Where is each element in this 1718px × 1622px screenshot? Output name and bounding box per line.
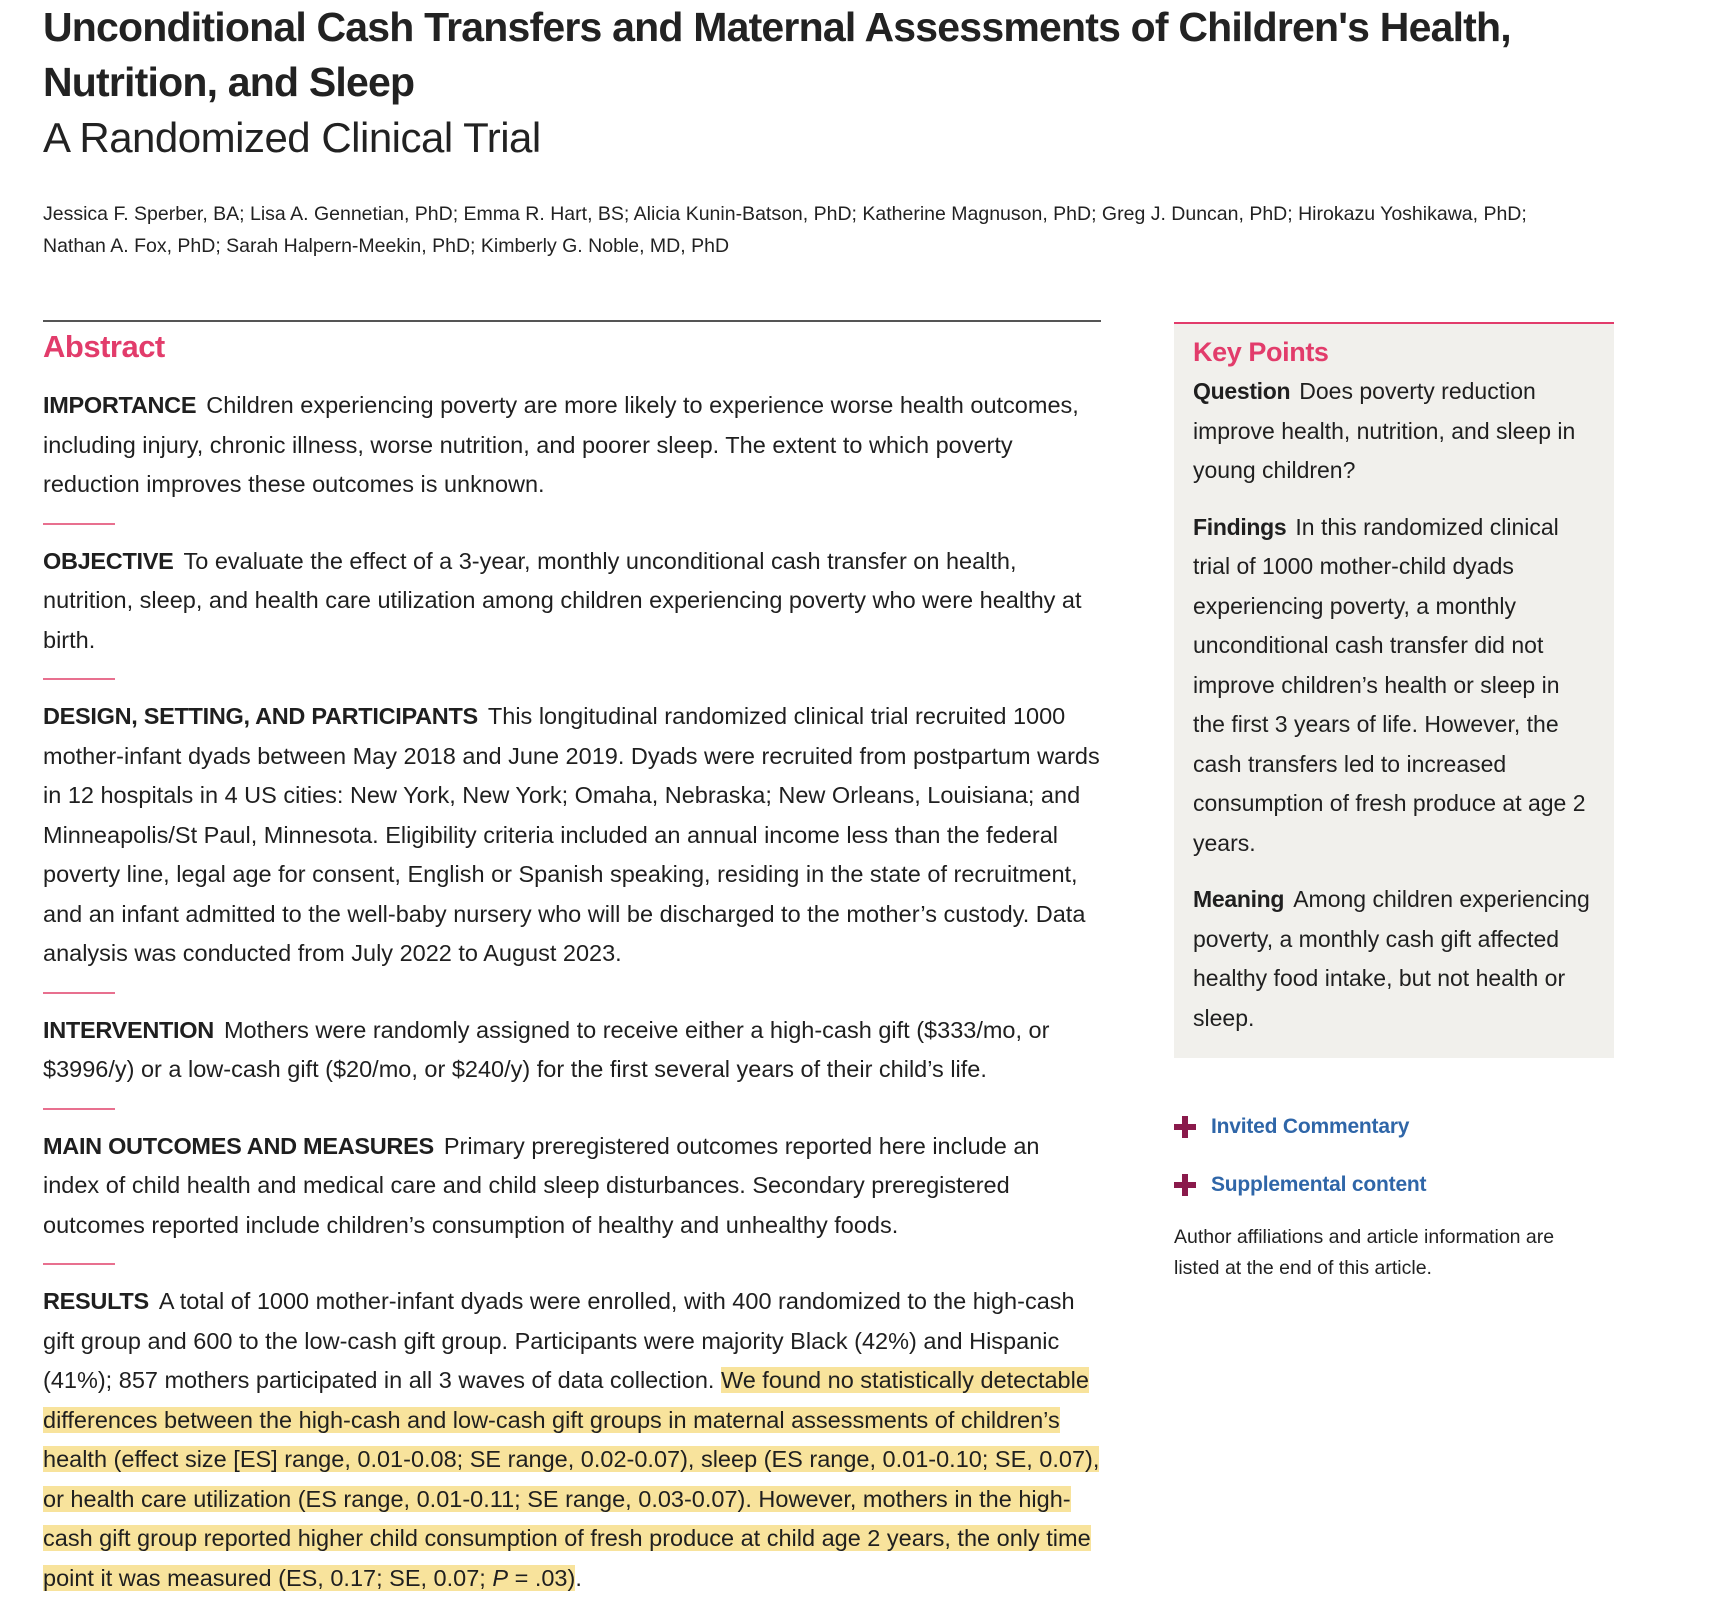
section-separator [43,678,115,680]
key-point-label: Findings [1193,513,1287,540]
highlighted-passage: We found no statistically detectable dif… [43,1367,1100,1591]
p-value: = .03) [508,1564,576,1591]
section-label: IMPORTANCE [43,392,197,418]
author-list: Jessica F. Sperber, BA; Lisa A. Gennetia… [43,198,1603,262]
article-header: Unconditional Cash Transfers and Materna… [43,0,1603,262]
section-label: MAIN OUTCOMES AND MEASURES [43,1132,434,1159]
key-point-question: Question Does poverty reduction improve h… [1193,372,1596,491]
abstract-outcomes: MAIN OUTCOMES AND MEASURES Primary prereg… [43,1127,1101,1246]
results-end: . [575,1564,582,1591]
key-point-meaning: Meaning Among children experiencing pover… [1193,880,1596,1038]
abstract-intervention: INTERVENTION Mothers were randomly assign… [43,1011,1101,1090]
section-separator [43,1107,115,1110]
article-title: Unconditional Cash Transfers and Materna… [43,4,1512,105]
key-point-label: Meaning [1193,886,1285,912]
section-separator [43,522,115,525]
abstract-importance: IMPORTANCE Children experiencing poverty … [43,386,1101,505]
section-label: RESULTS [43,1288,149,1314]
invited-commentary-link[interactable]: Invited Commentary [1174,1098,1614,1156]
abstract-results: RESULTS A total of 1000 mother-infant dya… [43,1282,1101,1598]
p-symbol: P [492,1564,509,1591]
section-text: Primary preregistered outcomes reported … [43,1132,1040,1238]
related-links: Invited Commentary Supplemental content [1174,1098,1614,1214]
article-subtitle: A Randomized Clinical Trial [43,114,541,161]
abstract-design: DESIGN, SETTING, AND PARTICIPANTS This lo… [43,697,1101,974]
abstract-divider [43,320,1101,322]
abstract-heading: Abstract [43,329,165,364]
section-label: INTERVENTION [43,1016,214,1043]
section-label: DESIGN, SETTING, AND PARTICIPANTS [43,703,478,729]
key-point-text: Among children experiencing poverty, a m… [1193,886,1590,1031]
key-points-heading: Key Points [1193,337,1329,367]
plus-icon [1174,1174,1196,1196]
author-line: Nathan A. Fox, PhD; Sarah Halpern-Meekin… [43,235,730,257]
section-label: OBJECTIVE [43,547,174,574]
key-point-text: In this randomized clinical trial of 100… [1193,513,1586,856]
supplemental-content-link[interactable]: Supplemental content [1174,1156,1614,1214]
key-point-label: Question [1193,378,1291,404]
author-line: Jessica F. Sperber, BA; Lisa A. Gennetia… [43,203,1527,225]
section-text: Mothers were randomly assigned to receiv… [43,1016,1050,1083]
link-label[interactable]: Supplemental content [1211,1173,1427,1196]
abstract-section: Abstract IMPORTANCE Children experiencing… [43,320,1101,1598]
affiliations-note: Author affiliations and article informat… [1174,1226,1555,1279]
section-text: A total of 1000 mother-infant dyads were… [43,1288,1075,1393]
section-text: Children experiencing poverty are more l… [43,392,1079,497]
highlighted-text: We found no statistically detectable dif… [43,1367,1100,1591]
abstract-objective: OBJECTIVE To evaluate the effect of a 3-y… [43,542,1101,661]
key-points-box: Key Points Question Does poverty reductio… [1174,322,1614,1058]
section-separator [43,1263,115,1265]
sidebar: Key Points Question Does poverty reductio… [1174,322,1614,1284]
section-text: To evaluate the effect of a 3-year, mont… [43,547,1082,653]
section-text: This longitudinal randomized clinical tr… [43,703,1100,966]
section-separator [43,991,115,994]
key-point-text: Does poverty reduction improve health, n… [1193,378,1576,483]
plus-icon [1174,1116,1196,1138]
key-point-findings: Findings In this randomized clinical tria… [1193,508,1596,864]
link-label[interactable]: Invited Commentary [1211,1115,1410,1138]
